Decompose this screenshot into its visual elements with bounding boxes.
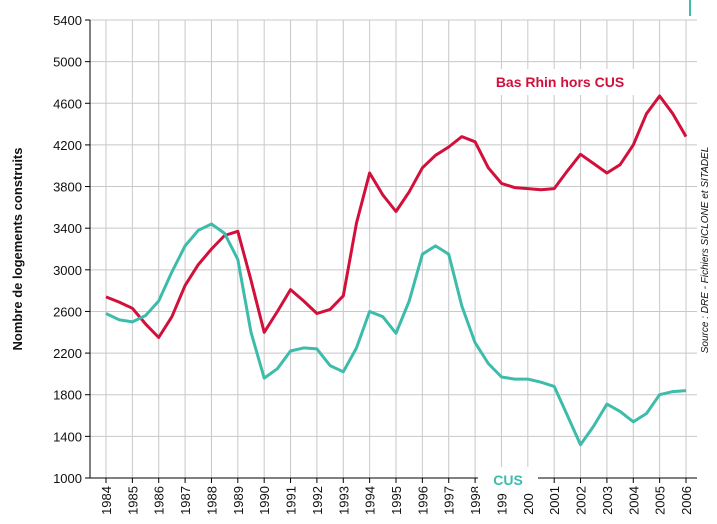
- y-tick-label: 3000: [53, 263, 82, 278]
- x-tick-label: 2001: [547, 486, 562, 515]
- y-tick-label: 1400: [53, 429, 82, 444]
- series-line: [105, 94, 688, 339]
- x-tick-label: 1992: [310, 486, 325, 515]
- x-tick-label: 2006: [679, 486, 694, 515]
- y-tick-label: 2600: [53, 304, 82, 319]
- x-tick-label: 2002: [574, 486, 589, 515]
- y-tick-label: 5400: [53, 13, 82, 28]
- x-tick-label: 2005: [653, 486, 668, 515]
- x-tick-label: 1988: [204, 486, 219, 515]
- x-tick-label: 2003: [600, 486, 615, 515]
- source: Source : DRE - Fichiers SICLONE et SITAD…: [700, 147, 711, 354]
- x-tick-label: 1998: [468, 486, 483, 515]
- y-axis-label: Nombre de logements construits: [10, 148, 25, 351]
- y-tick-label: 2200: [53, 346, 82, 361]
- y-tick-label: 1000: [53, 471, 82, 486]
- y-tick-label: 3800: [53, 180, 82, 195]
- x-tick-label: 1990: [257, 486, 272, 515]
- legend-label: CUS: [493, 472, 523, 488]
- x-tick-label: 1994: [363, 486, 378, 515]
- x-tick-label: 1984: [99, 486, 114, 515]
- x-tick-label: 2004: [626, 486, 641, 515]
- legend-label: Bas Rhin hors CUS: [496, 74, 624, 90]
- y-tick-label: 4600: [53, 96, 82, 111]
- x-tick-label: 1999: [494, 486, 509, 515]
- y-tick-label: 1800: [53, 388, 82, 403]
- x-tick-label: 1987: [178, 486, 193, 515]
- x-tick-label: 1997: [442, 486, 457, 515]
- x-tick-label: 1989: [231, 486, 246, 515]
- x-tick-label: 1985: [125, 486, 140, 515]
- x-tick-label: 2000: [521, 486, 536, 515]
- y-tick-label: 3400: [53, 221, 82, 236]
- x-tick-label: 1995: [389, 486, 404, 515]
- x-tick-label: 1986: [152, 486, 167, 515]
- x-tick-label: 1991: [284, 486, 299, 515]
- x-tick-label: 1993: [336, 486, 351, 515]
- y-tick-label: 5000: [53, 55, 82, 70]
- legend-box: [480, 69, 640, 95]
- series-line: [105, 222, 687, 447]
- y-tick-label: 4200: [53, 138, 82, 153]
- x-tick-label: 1996: [415, 486, 430, 515]
- legend-box: [478, 467, 538, 493]
